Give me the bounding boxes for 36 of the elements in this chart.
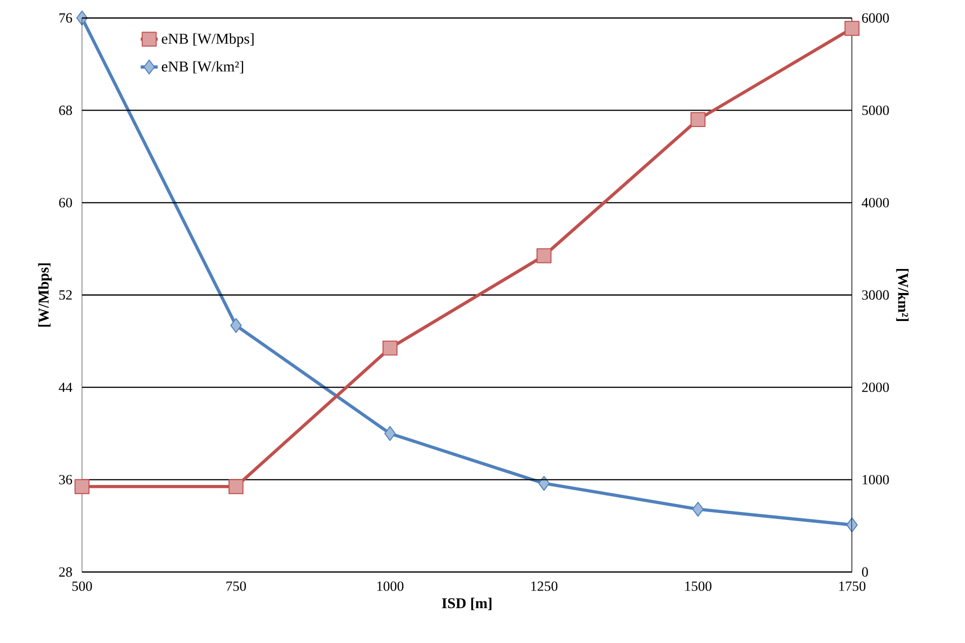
y-tick-label: 52 [59, 290, 72, 300]
x-tick-label: 500 [72, 581, 92, 591]
x-tick-label: 1750 [839, 581, 866, 591]
y2-tick-label: 5000 [862, 106, 889, 116]
point [846, 517, 858, 532]
y-tick-label: 76 [59, 13, 72, 23]
y-tick-label: 60 [59, 198, 72, 208]
y2-tick-label: 0 [862, 567, 868, 577]
legend-label: eNB [W/km²] [162, 61, 244, 74]
y2-tick-label: 1000 [862, 474, 889, 484]
x-tick-label: 750 [226, 581, 246, 591]
point [844, 20, 860, 36]
y2-tick-label: 6000 [862, 13, 889, 23]
y2-tick-label: 3000 [862, 290, 889, 300]
y2-tick-label: 2000 [862, 382, 889, 392]
x-tick-label: 1250 [531, 581, 558, 591]
point [536, 248, 552, 264]
point [692, 502, 704, 517]
y2-axis-title: [W/km²] [896, 268, 909, 322]
y2-tick-label: 4000 [862, 198, 889, 208]
point [228, 479, 244, 494]
point [230, 318, 242, 333]
y-tick-label: 28 [59, 567, 72, 577]
point [384, 426, 396, 441]
x-axis-title: ISD [m] [442, 598, 492, 610]
y-axis-title: [W/Mbps] [38, 263, 52, 327]
point [538, 476, 550, 491]
point [690, 112, 706, 128]
legend-label: eNB [W/Mbps] [162, 33, 254, 47]
x-tick-label: 1000 [377, 581, 404, 591]
y-tick-label: 44 [58, 382, 72, 392]
y-tick-label: 36 [59, 474, 72, 484]
y-tick-label: 68 [59, 106, 72, 116]
x-tick-label: 1500 [685, 581, 712, 591]
point [382, 340, 398, 356]
point [74, 479, 90, 494]
